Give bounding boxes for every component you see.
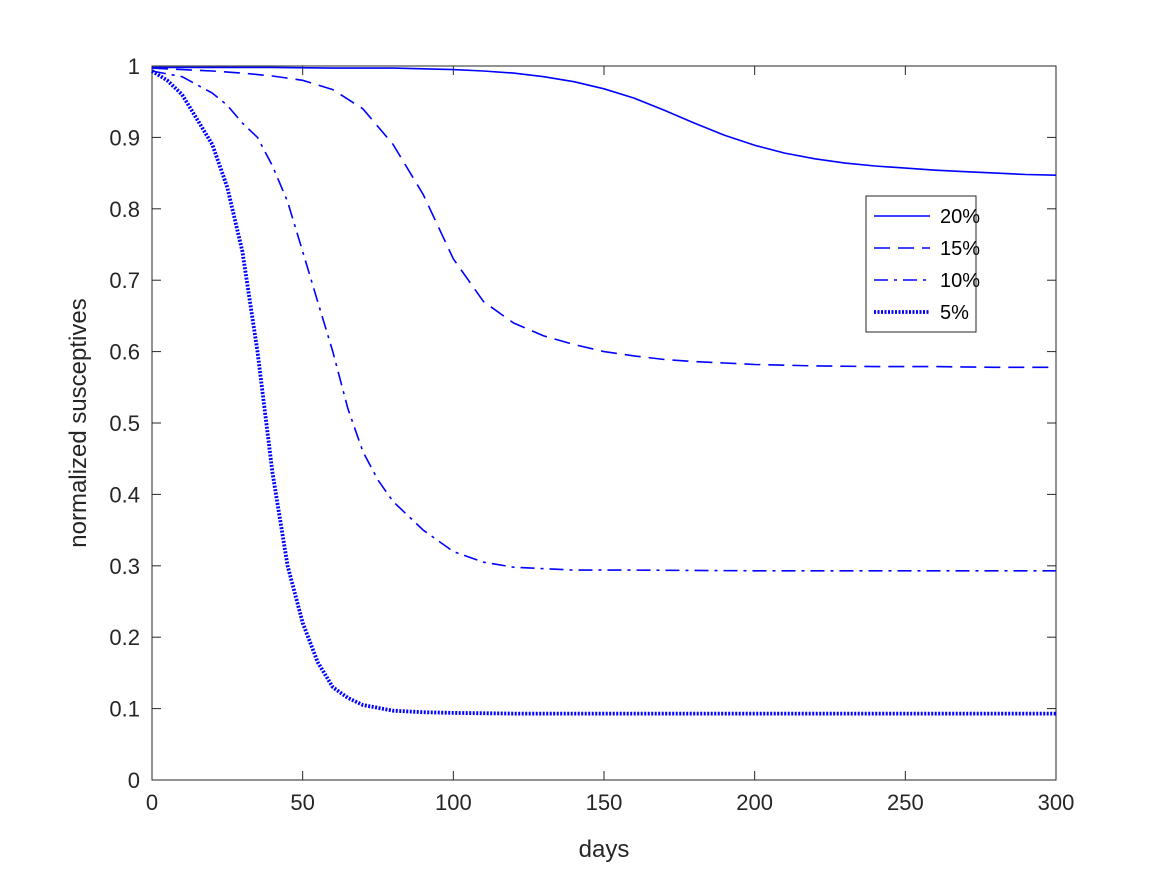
- x-tick-label: 0: [146, 790, 158, 815]
- series-line-2: [151, 67, 1056, 369]
- axis-ticks: [151, 65, 1057, 781]
- x-tick-label: 50: [290, 790, 314, 815]
- y-tick-label: 0.9: [109, 125, 140, 150]
- y-tick-label: 0.3: [109, 554, 140, 579]
- x-axis-label: days: [579, 836, 630, 863]
- legend-label-4: 5%: [940, 302, 969, 324]
- legend-label-3: 10%: [940, 270, 980, 292]
- series-layer: [151, 66, 1057, 716]
- y-tick-label: 0.5: [109, 411, 140, 436]
- x-axis-tick-labels: 0 50 100 150 200 250 300: [146, 790, 1074, 815]
- series-line-1: [152, 66, 1057, 176]
- x-tick-label: 200: [736, 790, 773, 815]
- y-axis-label: normalized susceptives: [65, 298, 92, 547]
- legend-label-2: 15%: [940, 238, 980, 260]
- legend-label-1: 20%: [940, 206, 980, 228]
- y-tick-label: 0.6: [109, 340, 140, 365]
- y-axis-tick-labels: 0 0.1 0.2 0.3 0.4 0.5 0.6 0.7 0.8 0.9 1: [109, 54, 140, 793]
- y-tick-label: 0.4: [109, 482, 140, 507]
- legend: 20% 15% 10% 5%: [865, 195, 980, 333]
- x-tick-label: 150: [586, 790, 623, 815]
- y-tick-label: 0.7: [109, 268, 140, 293]
- x-tick-label: 100: [435, 790, 472, 815]
- y-tick-label: 0.2: [109, 625, 140, 650]
- plot-area: [151, 65, 1057, 781]
- y-tick-label: 0.1: [109, 697, 140, 722]
- series-line-4: [151, 69, 1056, 716]
- y-tick-label: 0.8: [109, 197, 140, 222]
- x-tick-label: 250: [887, 790, 924, 815]
- x-tick-label: 300: [1038, 790, 1075, 815]
- y-tick-label: 1: [128, 54, 140, 79]
- y-tick-label: 0: [128, 768, 140, 793]
- series-line-3: [151, 70, 1056, 572]
- legend-box: [865, 195, 977, 333]
